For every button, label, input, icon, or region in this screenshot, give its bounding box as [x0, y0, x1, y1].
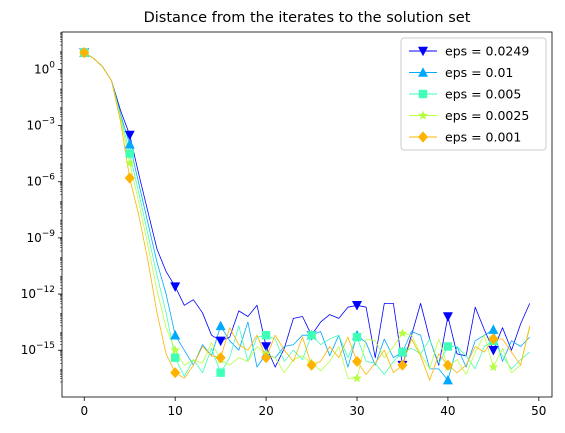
series-1-marker [488, 345, 499, 356]
y-tick-label: 10−6 [26, 173, 55, 189]
series-2-marker [488, 324, 499, 334]
series-1-marker [442, 312, 453, 322]
x-tick-label: 10 [168, 404, 183, 418]
series-5-marker [215, 352, 226, 364]
series-5-marker [442, 359, 453, 371]
series-3-marker [125, 149, 134, 158]
series-4-marker [352, 373, 362, 383]
legend-marker [418, 67, 428, 77]
y-tick-label: 100 [34, 60, 55, 76]
x-tick-label: 30 [349, 404, 364, 418]
series-line-2 [84, 52, 530, 381]
series-3-marker [398, 347, 407, 357]
series-5-marker [488, 333, 499, 345]
series-2-marker [170, 329, 181, 340]
x-tick-label: 50 [531, 404, 546, 418]
series-1-marker [352, 301, 362, 311]
series-line-4 [84, 52, 531, 379]
x-tick-label: 20 [258, 404, 273, 418]
series-3-marker [352, 332, 362, 342]
legend: eps = 0.0249 eps = 0.01 eps = 0.005 eps = 0… [400, 37, 547, 151]
legend-label: eps = 0.01 [445, 65, 513, 80]
chart-title: Distance from the iterates to the soluti… [144, 10, 471, 26]
legend-label: eps = 0.0025 [445, 108, 529, 123]
series-3-marker [443, 342, 453, 351]
legend-marker [418, 46, 428, 57]
series-1-marker [215, 336, 226, 347]
series-5-marker [170, 367, 181, 379]
series-2-marker [124, 139, 135, 149]
series-4-marker [170, 345, 180, 355]
plot-markers [79, 46, 499, 385]
legend-marker [418, 89, 428, 99]
series-4-marker [397, 328, 408, 338]
y-axis: 100 10−3 10−6 10−9 10−12 10−15 [21, 32, 62, 383]
plot-frame [61, 31, 553, 398]
series-5-marker [124, 172, 135, 184]
legend-marker [418, 110, 428, 120]
series-3-marker [216, 368, 225, 377]
legend-label: eps = 0.001 [445, 130, 521, 145]
series-4-marker [124, 158, 135, 168]
series-5-marker [261, 352, 272, 364]
series-line-1 [84, 52, 531, 368]
plot-area [84, 52, 531, 381]
series-5-marker [79, 46, 90, 59]
series-3-marker [170, 353, 180, 362]
series-5-marker [352, 355, 362, 368]
series-3-marker [307, 331, 316, 340]
y-tick-label: 10−12 [21, 285, 55, 301]
y-tick-label: 10−9 [26, 229, 55, 245]
legend-label: eps = 0.0249 [445, 44, 529, 59]
legend-label: eps = 0.005 [445, 87, 521, 102]
series-4-marker [488, 362, 499, 372]
x-tick-label: 40 [440, 404, 455, 418]
series-1-marker [124, 130, 135, 141]
series-line-3 [84, 52, 530, 377]
series-1-marker [170, 282, 181, 292]
series-3-marker [261, 331, 271, 340]
x-axis: 0 10 20 30 40 50 [80, 397, 546, 418]
series-2-marker [215, 320, 226, 331]
series-line-5 [84, 52, 531, 381]
legend-marker [418, 131, 428, 143]
series-2-marker [442, 374, 453, 385]
y-tick-label: 10−3 [26, 117, 55, 133]
y-tick-label: 10−15 [21, 341, 55, 357]
x-tick-label: 0 [80, 404, 88, 418]
series-5-marker [306, 359, 317, 371]
series-5-marker [397, 359, 408, 371]
legend-box [400, 37, 547, 151]
series-1-marker [261, 342, 272, 352]
